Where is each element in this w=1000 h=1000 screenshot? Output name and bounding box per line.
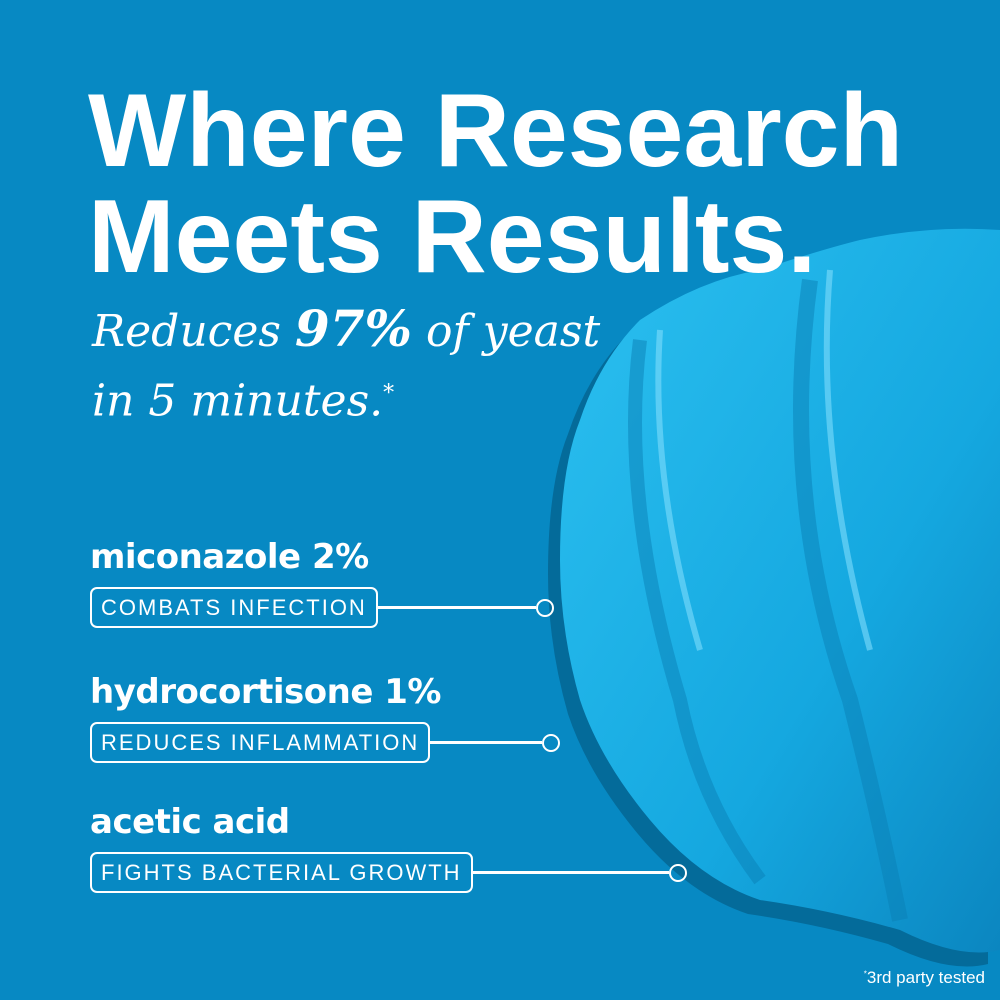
callout-dot-icon — [668, 863, 687, 882]
ingredient-name: hydrocortisone 1% — [90, 672, 441, 712]
headline-line-1: Where Research — [88, 73, 904, 189]
callout-dot-icon — [535, 598, 554, 617]
ingredient-miconazole: miconazole 2% COMBATS INFECTION — [90, 537, 554, 628]
footnote: *3rd party tested — [864, 968, 985, 988]
subheadline-line-2: in 5 minutes. — [92, 375, 384, 427]
footnote-text: 3rd party tested — [866, 968, 985, 987]
callout-line — [430, 741, 543, 744]
ingredient-name: acetic acid — [90, 802, 290, 842]
headline-line-2: Meets Results. — [88, 179, 817, 295]
footnote-marker: * — [383, 381, 395, 406]
subheadline-post: of yeast — [412, 306, 601, 357]
callout-line — [377, 606, 536, 609]
subheadline-highlight: 97% — [294, 299, 413, 358]
ingredient-hydrocortisone: hydrocortisone 1% REDUCES INFLAMMATION — [90, 672, 561, 763]
subheadline: Reduces 97% of yeast in 5 minutes.* — [92, 298, 600, 433]
callout-line — [472, 871, 669, 874]
ingredient-acetic-acid: acetic acid FIGHTS BACTERIAL GROWTH — [90, 802, 687, 893]
footnote-marker: * — [863, 969, 867, 979]
ingredient-name: miconazole 2% — [90, 537, 369, 577]
callout-dot-icon — [542, 733, 561, 752]
subheadline-pre: Reduces — [92, 306, 295, 357]
benefit-label: REDUCES INFLAMMATION — [90, 722, 431, 763]
benefit-label: FIGHTS BACTERIAL GROWTH — [90, 852, 473, 893]
benefit-label: COMBATS INFECTION — [90, 587, 378, 628]
headline: Where Research Meets Results. — [88, 78, 903, 290]
